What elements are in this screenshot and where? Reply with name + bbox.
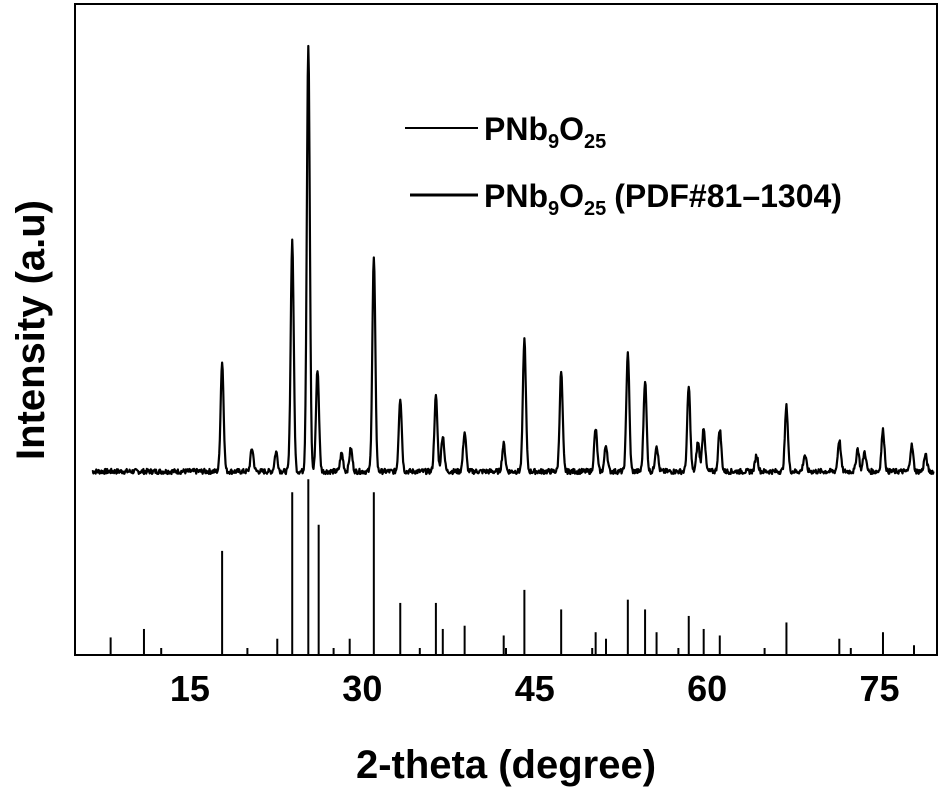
x-axis-tick-labels: 15 30 45 60 75 [170,668,900,709]
x-axis-title: 2-theta (degree) [356,743,656,787]
x-tick-label: 75 [860,668,900,709]
x-tick-label: 15 [170,668,210,709]
reference-sticks [111,479,914,655]
x-tick-label: 45 [515,668,555,709]
legend-label-measured: PNb9O25 [484,111,606,153]
x-axis-ticks [75,648,937,655]
x-tick-label: 30 [342,668,382,709]
x-tick-label: 60 [687,668,727,709]
legend-label-reference: PNb9O25(PDF#81–1304) [484,178,842,220]
plot-frame [75,4,937,655]
legend: PNb9O25 PNb9O25(PDF#81–1304) [405,111,842,220]
y-axis-title: Intensity (a.u) [9,200,53,460]
